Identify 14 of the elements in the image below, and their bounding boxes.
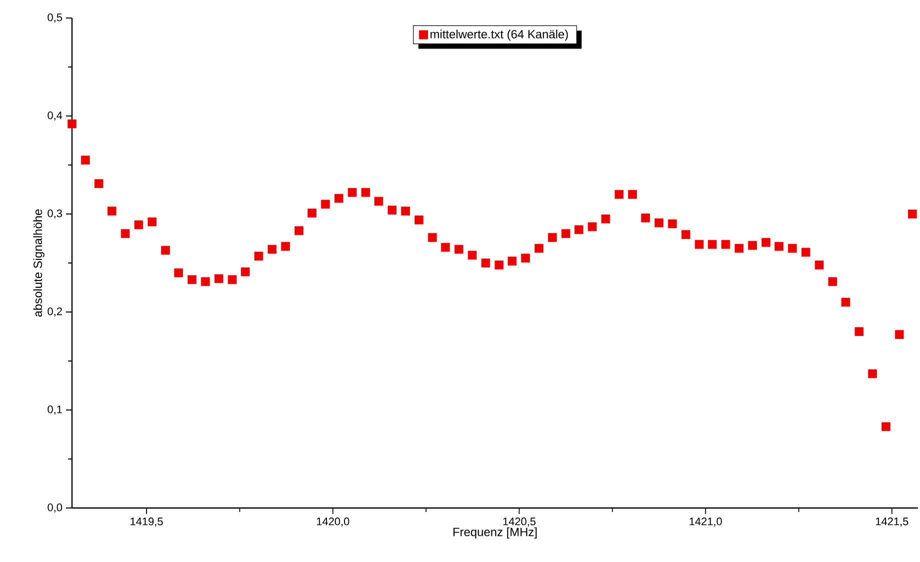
legend-label: mittelwerte.txt (64 Kanäle) [430,30,568,41]
x-tick-label: 1419,5 [130,518,163,527]
x-tick-label: 1421,0 [690,518,722,527]
x-tick-label: 1420,5 [503,518,536,527]
y-axis-title: absolute Signalhöhe [33,209,44,317]
y-tick-label: 0,1 [48,405,62,415]
y-tick-label: 0,4 [48,111,62,121]
y-tick-label: 0,2 [48,307,62,317]
y-tick-label: 0,0 [48,503,62,513]
y-tick-label: 0,5 [48,13,62,23]
x-tick-label: 1420,0 [316,518,350,527]
x-tick-label: 1421,5 [876,518,908,527]
x-axis-title: Frequenz [MHz] [453,527,537,539]
y-tick-label: 0,3 [48,209,62,219]
